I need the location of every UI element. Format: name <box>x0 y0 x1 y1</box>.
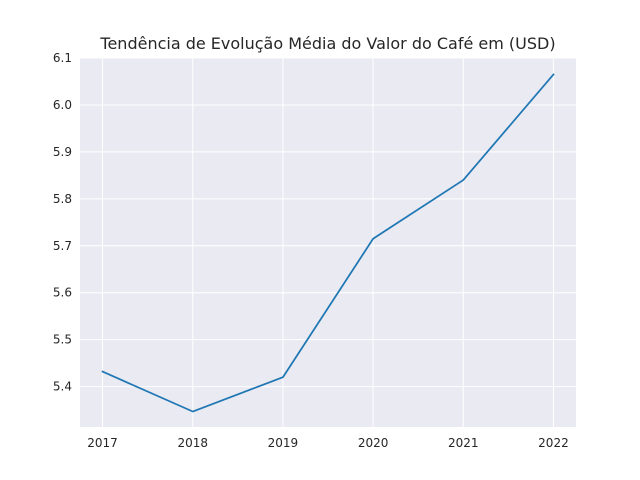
grid-lines <box>80 57 576 427</box>
y-tick-label: 5.6 <box>53 286 72 300</box>
y-tick-label: 5.8 <box>53 192 72 206</box>
y-tick-label: 5.7 <box>53 239 72 253</box>
x-tick-label: 2018 <box>177 436 208 450</box>
y-tick-label: 5.9 <box>53 145 72 159</box>
x-tick-label: 2017 <box>87 436 118 450</box>
x-tick-label: 2022 <box>538 436 569 450</box>
y-tick-label: 5.4 <box>53 380 72 394</box>
series-layer <box>101 73 555 413</box>
x-tick-label: 2020 <box>358 436 389 450</box>
series-line-0 <box>101 73 555 413</box>
plot-area <box>80 58 576 427</box>
x-tick-label: 2021 <box>448 436 479 450</box>
x-tick-label: 2019 <box>268 436 299 450</box>
y-tick-label: 6.0 <box>53 98 72 112</box>
y-axis-ticks: 5.4 5.5 5.6 5.7 5.8 5.9 6.0 6.1 <box>53 51 72 394</box>
y-tick-label: 6.1 <box>53 51 72 65</box>
x-axis-ticks: 2017 2018 2019 2020 2021 2022 <box>87 436 568 450</box>
chart-title: Tendência de Evolução Média do Valor do … <box>99 34 555 53</box>
y-tick-label: 5.5 <box>53 333 72 347</box>
